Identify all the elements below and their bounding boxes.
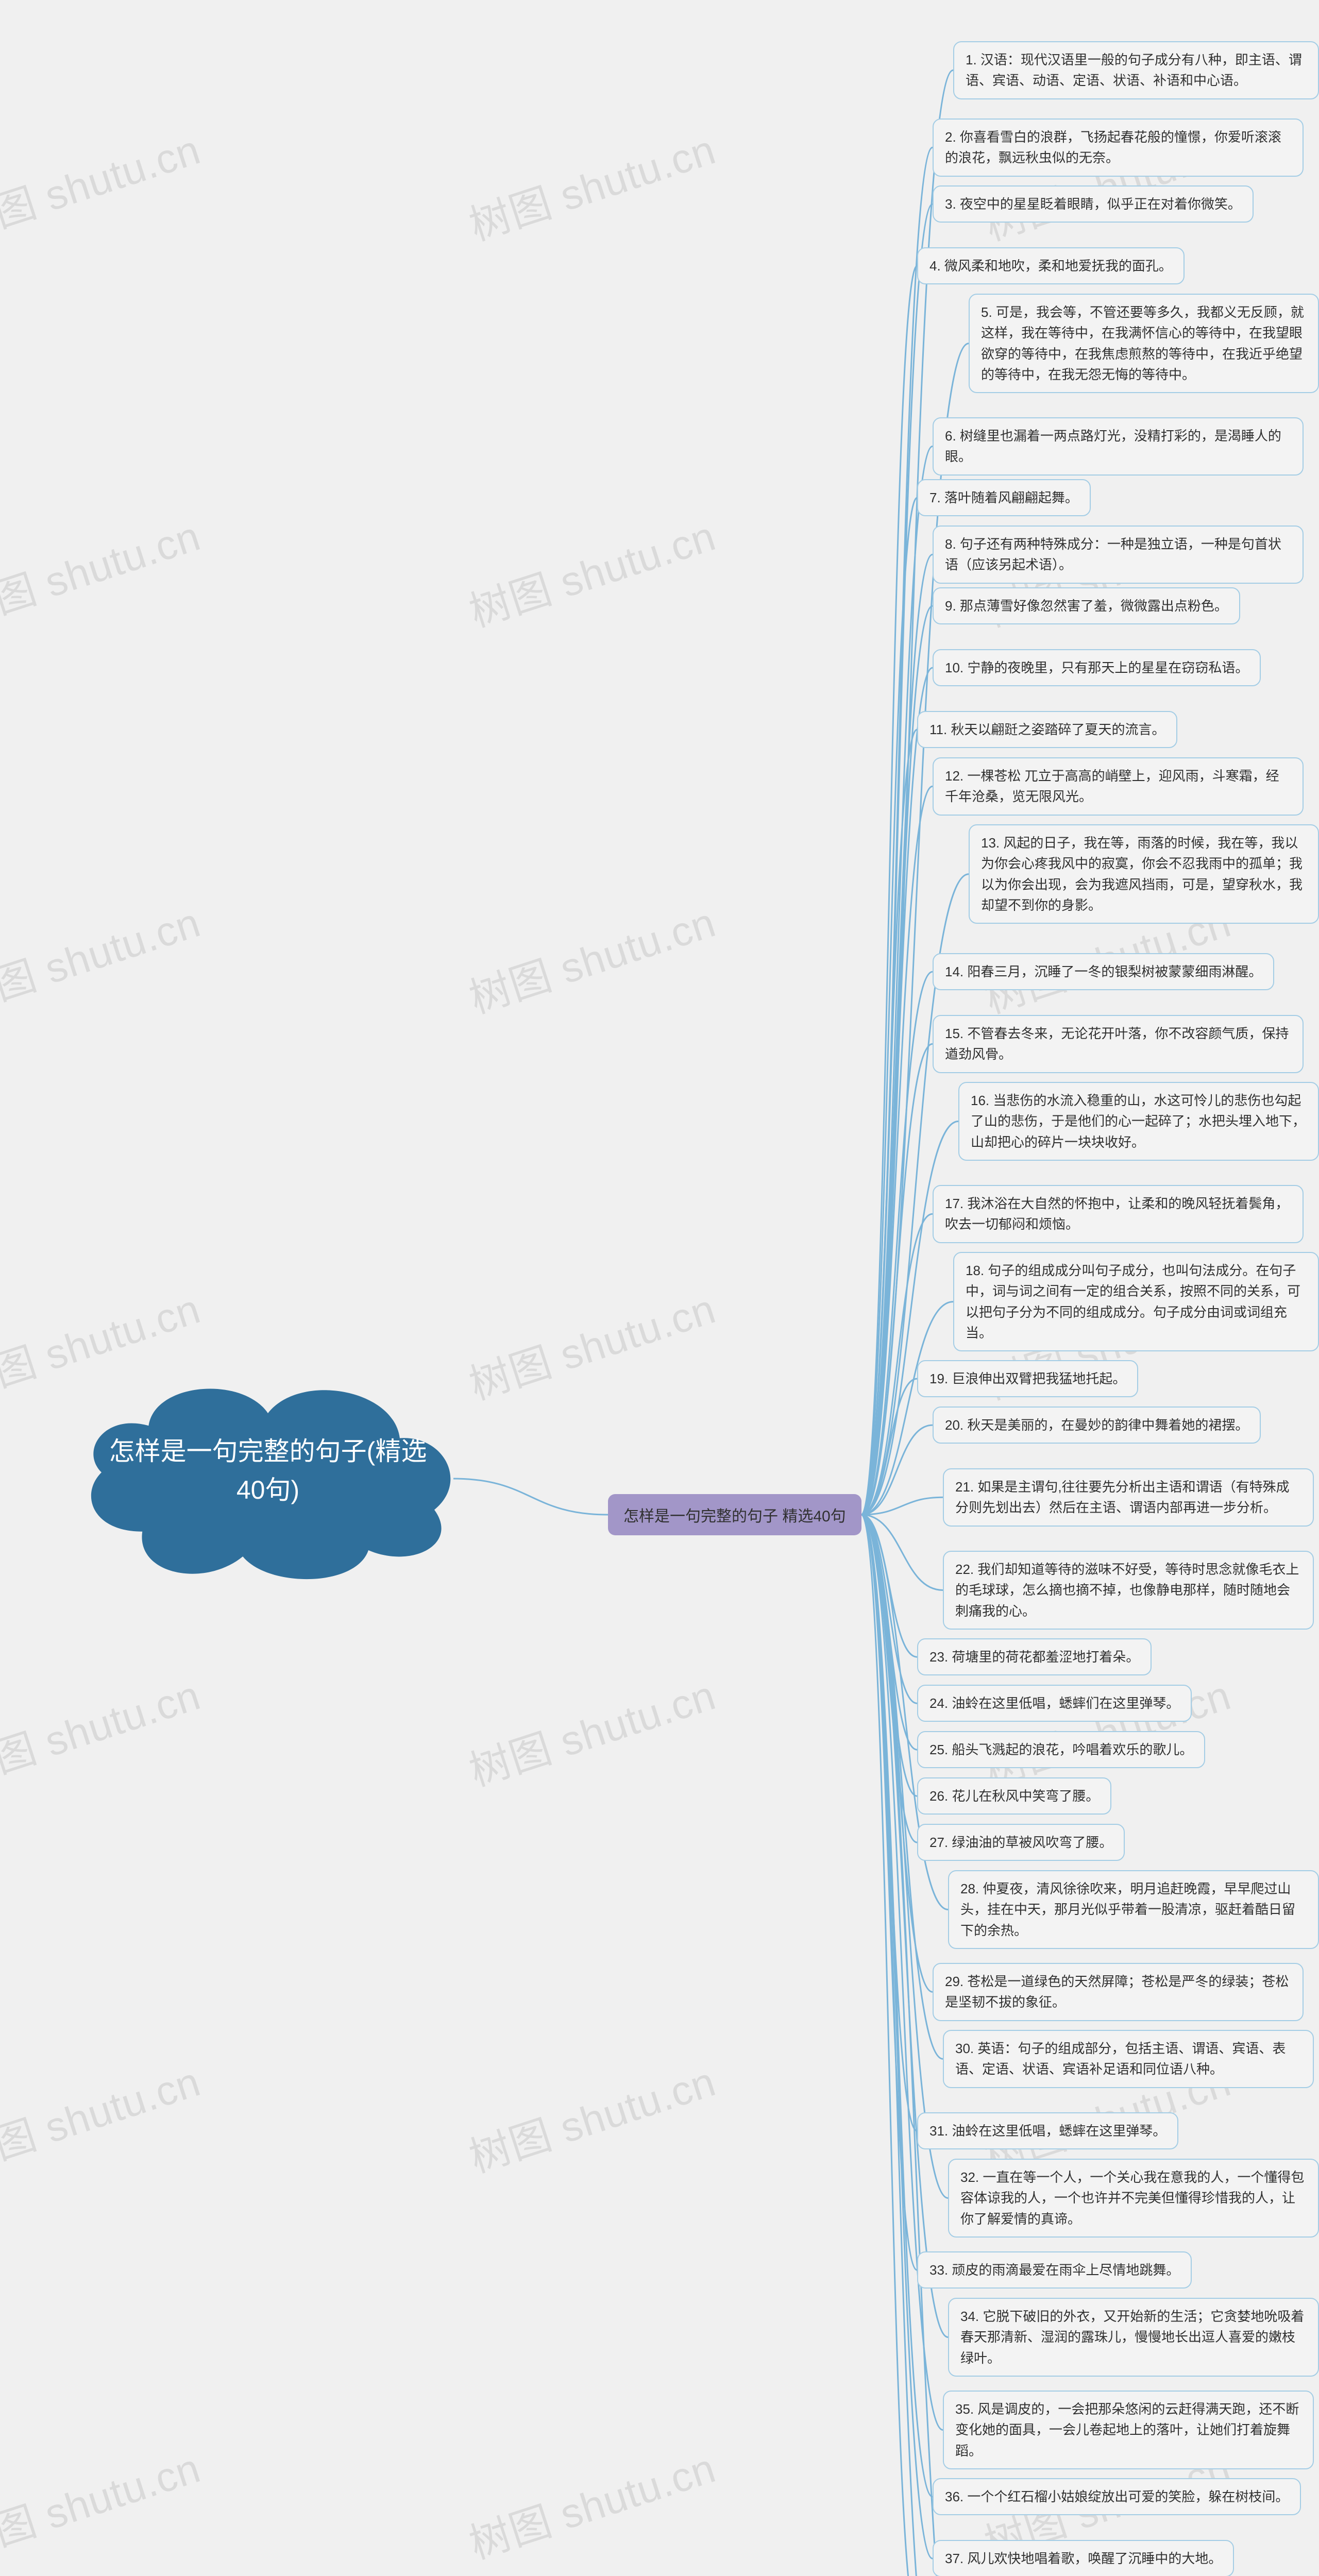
leaf-node: 30. 英语：句子的组成部分，包括主语、谓语、宾语、表语、定语、状语、宾语补足语… <box>943 2030 1314 2088</box>
leaf-node: 17. 我沐浴在大自然的怀抱中，让柔和的晚风轻抚着鬓角，吹去一切郁闷和烦恼。 <box>933 1185 1304 1243</box>
leaf-node: 14. 阳春三月，沉睡了一冬的银梨树被蒙蒙细雨淋醒。 <box>933 953 1274 990</box>
leaf-node: 27. 绿油油的草被风吹弯了腰。 <box>917 1824 1125 1861</box>
leaf-node: 5. 可是，我会等，不管还要等多久，我都义无反顾，就这样，我在等待中，在我满怀信… <box>969 294 1319 393</box>
leaf-node: 8. 句子还有两种特殊成分：一种是独立语，一种是句首状语（应该另起术语）。 <box>933 526 1304 584</box>
leaf-node: 18. 句子的组成成分叫句子成分，也叫句法成分。在句子中，词与词之间有一定的组合… <box>953 1252 1319 1351</box>
leaf-node: 37. 风儿欢快地唱着歌，唤醒了沉睡中的大地。 <box>933 2540 1234 2576</box>
leaf-node: 19. 巨浪伸出双臂把我猛地托起。 <box>917 1360 1138 1397</box>
leaf-node: 15. 不管春去冬来，无论花开叶落，你不改容颜气质，保持遒劲风骨。 <box>933 1015 1304 1073</box>
leaf-node: 29. 苍松是一道绿色的天然屏障；苍松是严冬的绿装；苍松是坚韧不拔的象征。 <box>933 1963 1304 2021</box>
sub-node-label: 怎样是一句完整的句子 精选40句 <box>623 1508 846 1525</box>
leaf-node: 31. 油蛉在这里低唱，蟋蟀在这里弹琴。 <box>917 2112 1178 2149</box>
root-node: 怎样是一句完整的句子(精选40句) <box>108 1432 428 1510</box>
leaf-node: 36. 一个个红石榴小姑娘绽放出可爱的笑脸，躲在树枝间。 <box>933 2478 1301 2515</box>
leaf-node: 6. 树缝里也漏着一两点路灯光，没精打彩的，是渴睡人的眼。 <box>933 417 1304 476</box>
leaf-node: 12. 一棵苍松 兀立于高高的峭壁上，迎风雨，斗寒霜，经千年沧桑，览无限风光。 <box>933 757 1304 816</box>
leaf-node: 34. 它脱下破旧的外衣，又开始新的生活；它贪婪地吮吸着春天那清新、湿润的露珠儿… <box>948 2298 1319 2377</box>
leaf-node: 25. 船头飞溅起的浪花，吟唱着欢乐的歌儿。 <box>917 1731 1205 1768</box>
leaf-node: 21. 如果是主谓句,往往要先分析出主语和谓语（有特殊成分则先划出去）然后在主语… <box>943 1468 1314 1527</box>
leaf-node: 4. 微风柔和地吹，柔和地爱抚我的面孔。 <box>917 247 1185 284</box>
leaf-node: 26. 花儿在秋风中笑弯了腰。 <box>917 1777 1111 1815</box>
leaf-node: 22. 我们却知道等待的滋味不好受，等待时思念就像毛衣上的毛球球，怎么摘也摘不掉… <box>943 1551 1314 1630</box>
leaf-node: 20. 秋天是美丽的，在曼妙的韵律中舞着她的裙摆。 <box>933 1406 1261 1444</box>
leaf-node: 13. 风起的日子，我在等，雨落的时候，我在等，我以为你会心疼我风中的寂寞，你会… <box>969 824 1319 924</box>
leaf-node: 32. 一直在等一个人，一个关心我在意我的人，一个懂得包容体谅我的人，一个也许并… <box>948 2159 1319 2238</box>
leaf-node: 33. 顽皮的雨滴最爱在雨伞上尽情地跳舞。 <box>917 2251 1192 2289</box>
leaf-node: 2. 你喜看雪白的浪群，飞扬起春花般的憧憬，你爱听滚滚的浪花，飘远秋虫似的无奈。 <box>933 118 1304 177</box>
leaf-node: 35. 风是调皮的，一会把那朵悠闲的云赶得满天跑，还不断变化她的面具，一会儿卷起… <box>943 2391 1314 2469</box>
leaf-node: 1. 汉语：现代汉语里一般的句子成分有八种，即主语、谓语、宾语、动语、定语、状语… <box>953 41 1319 99</box>
root-node-label: 怎样是一句完整的句子(精选40句) <box>109 1437 427 1504</box>
leaf-node: 7. 落叶随着风翩翩起舞。 <box>917 479 1091 516</box>
leaf-node: 23. 荷塘里的荷花都羞涩地打着朵。 <box>917 1638 1152 1675</box>
sub-node: 怎样是一句完整的句子 精选40句 <box>608 1494 861 1535</box>
leaf-node: 10. 宁静的夜晚里，只有那天上的星星在窃窃私语。 <box>933 649 1261 686</box>
leaf-node: 24. 油蛉在这里低唱，蟋蟀们在这里弹琴。 <box>917 1685 1192 1722</box>
leaf-node: 28. 仲夏夜，清风徐徐吹来，明月追赶晚霞，早早爬过山头，挂在中天，那月光似乎带… <box>948 1870 1319 1949</box>
leaf-node: 9. 那点薄雪好像忽然害了羞，微微露出点粉色。 <box>933 587 1240 624</box>
leaf-node: 11. 秋天以翩跹之姿踏碎了夏天的流言。 <box>917 711 1177 748</box>
leaf-node: 3. 夜空中的星星眨着眼睛，似乎正在对着你微笑。 <box>933 185 1254 223</box>
leaf-node: 16. 当悲伤的水流入稳重的山，水这可怜儿的悲伤也勾起了山的悲伤，于是他们的心一… <box>958 1082 1319 1161</box>
